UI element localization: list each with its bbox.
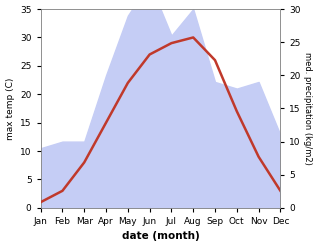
Y-axis label: max temp (C): max temp (C)	[5, 77, 15, 140]
Y-axis label: med. precipitation (kg/m2): med. precipitation (kg/m2)	[302, 52, 312, 165]
X-axis label: date (month): date (month)	[122, 231, 199, 242]
